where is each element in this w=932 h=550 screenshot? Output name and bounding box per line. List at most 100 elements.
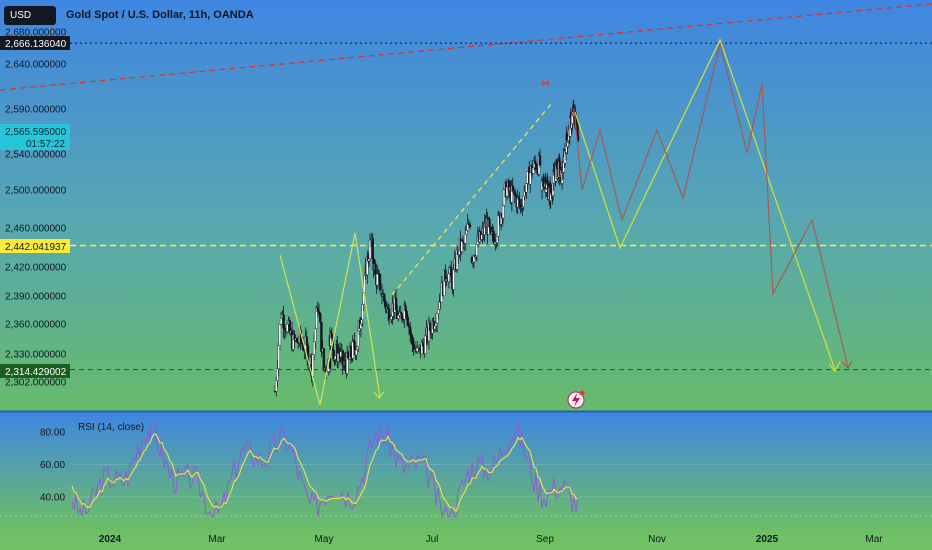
price-tick-label: 2,500.000000 xyxy=(5,186,67,197)
price-tick-label: 2,540.000000 xyxy=(5,150,67,161)
green-projection-path xyxy=(574,38,836,371)
rsi-tick-label: 80.00 xyxy=(40,428,65,439)
candle-body xyxy=(288,320,291,334)
candle-body xyxy=(286,324,289,332)
candle-body xyxy=(452,269,455,290)
svg-text:2,666.136040: 2,666.136040 xyxy=(5,39,67,50)
horizontal-price-lines xyxy=(70,42,932,371)
candle-body xyxy=(317,311,321,314)
candle-series xyxy=(273,100,580,397)
candle-body xyxy=(410,333,413,338)
time-axis-background xyxy=(0,528,932,550)
abc-pattern-arrowhead xyxy=(373,391,385,399)
candle-body xyxy=(283,328,286,331)
candle-body xyxy=(316,307,319,312)
time-tick-label: Mar xyxy=(208,534,226,545)
candle-body xyxy=(411,337,414,345)
red-projection-path xyxy=(573,43,849,368)
annotation-marker[interactable]: ⋈ xyxy=(541,78,550,88)
candle-body xyxy=(421,342,425,347)
abc-pattern-path xyxy=(279,232,381,406)
mid-line-price-label: 2,442.041937 xyxy=(0,239,70,253)
candle-body xyxy=(282,314,285,329)
candle-body xyxy=(526,171,529,184)
time-tick-label: Nov xyxy=(648,534,666,545)
time-tick-label: Mar xyxy=(865,534,883,545)
candle-body xyxy=(275,380,278,392)
event-flash-icon[interactable] xyxy=(567,390,585,409)
price-tick-label: 2,302.000000 xyxy=(5,378,67,389)
candle-body xyxy=(389,319,392,322)
candle-body xyxy=(355,349,358,356)
candle-body xyxy=(437,309,440,314)
top-line-price-label: 2,666.136040 xyxy=(0,36,70,50)
rsi-series xyxy=(71,421,579,519)
candle-body xyxy=(276,368,279,382)
svg-text:01:57:22: 01:57:22 xyxy=(26,139,65,150)
price-tick-label: 2,680.000000 xyxy=(5,28,67,39)
candle-body xyxy=(468,224,472,227)
candle-body xyxy=(314,328,317,342)
candle-body xyxy=(465,230,468,235)
candle-body xyxy=(383,294,386,302)
candle-body xyxy=(460,240,463,252)
time-tick-label: 2025 xyxy=(756,534,779,545)
rsi-tick-label: 40.00 xyxy=(40,493,65,504)
candle-body xyxy=(434,322,438,327)
red-projection-arrowhead xyxy=(841,360,853,369)
candle-body xyxy=(328,358,332,369)
candle-body xyxy=(312,341,316,355)
candle-body xyxy=(322,348,326,370)
candle-body xyxy=(501,205,505,219)
candle-body xyxy=(433,325,436,330)
candle-body xyxy=(278,324,282,346)
time-tick-label: May xyxy=(315,534,334,545)
candle-body xyxy=(378,274,382,291)
candle-body xyxy=(464,233,467,244)
title-bar: USD Gold Spot / U.S. Dollar, 11h, OANDA xyxy=(4,4,254,26)
price-tick-label: 2,640.000000 xyxy=(5,60,67,71)
candle-body xyxy=(376,273,379,286)
candle-body xyxy=(320,322,323,353)
candle-body xyxy=(407,325,411,328)
rsi-grid xyxy=(0,464,932,517)
candle-body xyxy=(405,310,408,318)
candle-body xyxy=(447,273,451,282)
candle-body xyxy=(305,336,308,346)
resistance-trendline[interactable] xyxy=(0,3,932,91)
currency-button[interactable]: USD xyxy=(4,5,56,25)
candle-body xyxy=(497,215,500,237)
candle-body xyxy=(386,306,390,309)
rsi-title[interactable]: RSI (14, close) xyxy=(78,422,144,433)
candle-body xyxy=(295,338,299,343)
candle-body xyxy=(390,316,393,320)
candle-body xyxy=(467,223,471,226)
candle-body xyxy=(450,267,453,277)
candle-body xyxy=(387,308,391,322)
price-axis-labels: 2,680.000000 2,640.000000 2,590.000000 2,54… xyxy=(5,28,67,389)
price-tick-label: 2,360.000000 xyxy=(5,320,67,331)
svg-text:2,314.429002: 2,314.429002 xyxy=(5,367,67,378)
candle-body xyxy=(400,313,404,320)
candle-body xyxy=(538,155,542,166)
time-tick-label: Jul xyxy=(426,534,439,545)
candle-body xyxy=(279,318,283,325)
candle-body xyxy=(394,298,398,311)
price-tick-label: 2,590.000000 xyxy=(5,105,67,116)
price-tick-label: 2,390.000000 xyxy=(5,292,67,303)
time-tick-label: 2024 xyxy=(99,534,122,545)
candle-body xyxy=(397,315,400,319)
svg-text:2,565.595000: 2,565.595000 xyxy=(5,127,67,138)
symbol-title[interactable]: Gold Spot / U.S. Dollar, 11h, OANDA xyxy=(66,9,254,21)
green-projection-arrowhead xyxy=(828,361,841,373)
rsi-line xyxy=(71,421,579,519)
svg-text:2,442.041937: 2,442.041937 xyxy=(5,242,67,253)
rsi-axis-labels: 80.00 60.00 40.00 xyxy=(40,428,65,504)
time-axis-labels: 2024 Mar May Jul Sep Nov 2025 Mar xyxy=(99,534,883,545)
time-tick-label: Sep xyxy=(536,534,554,545)
price-tick-label: 2,420.000000 xyxy=(5,263,67,274)
dashed-rising-trend xyxy=(391,102,553,296)
candle-body xyxy=(424,335,427,355)
bottom-line-price-label: 2,314.429002 xyxy=(0,364,70,378)
